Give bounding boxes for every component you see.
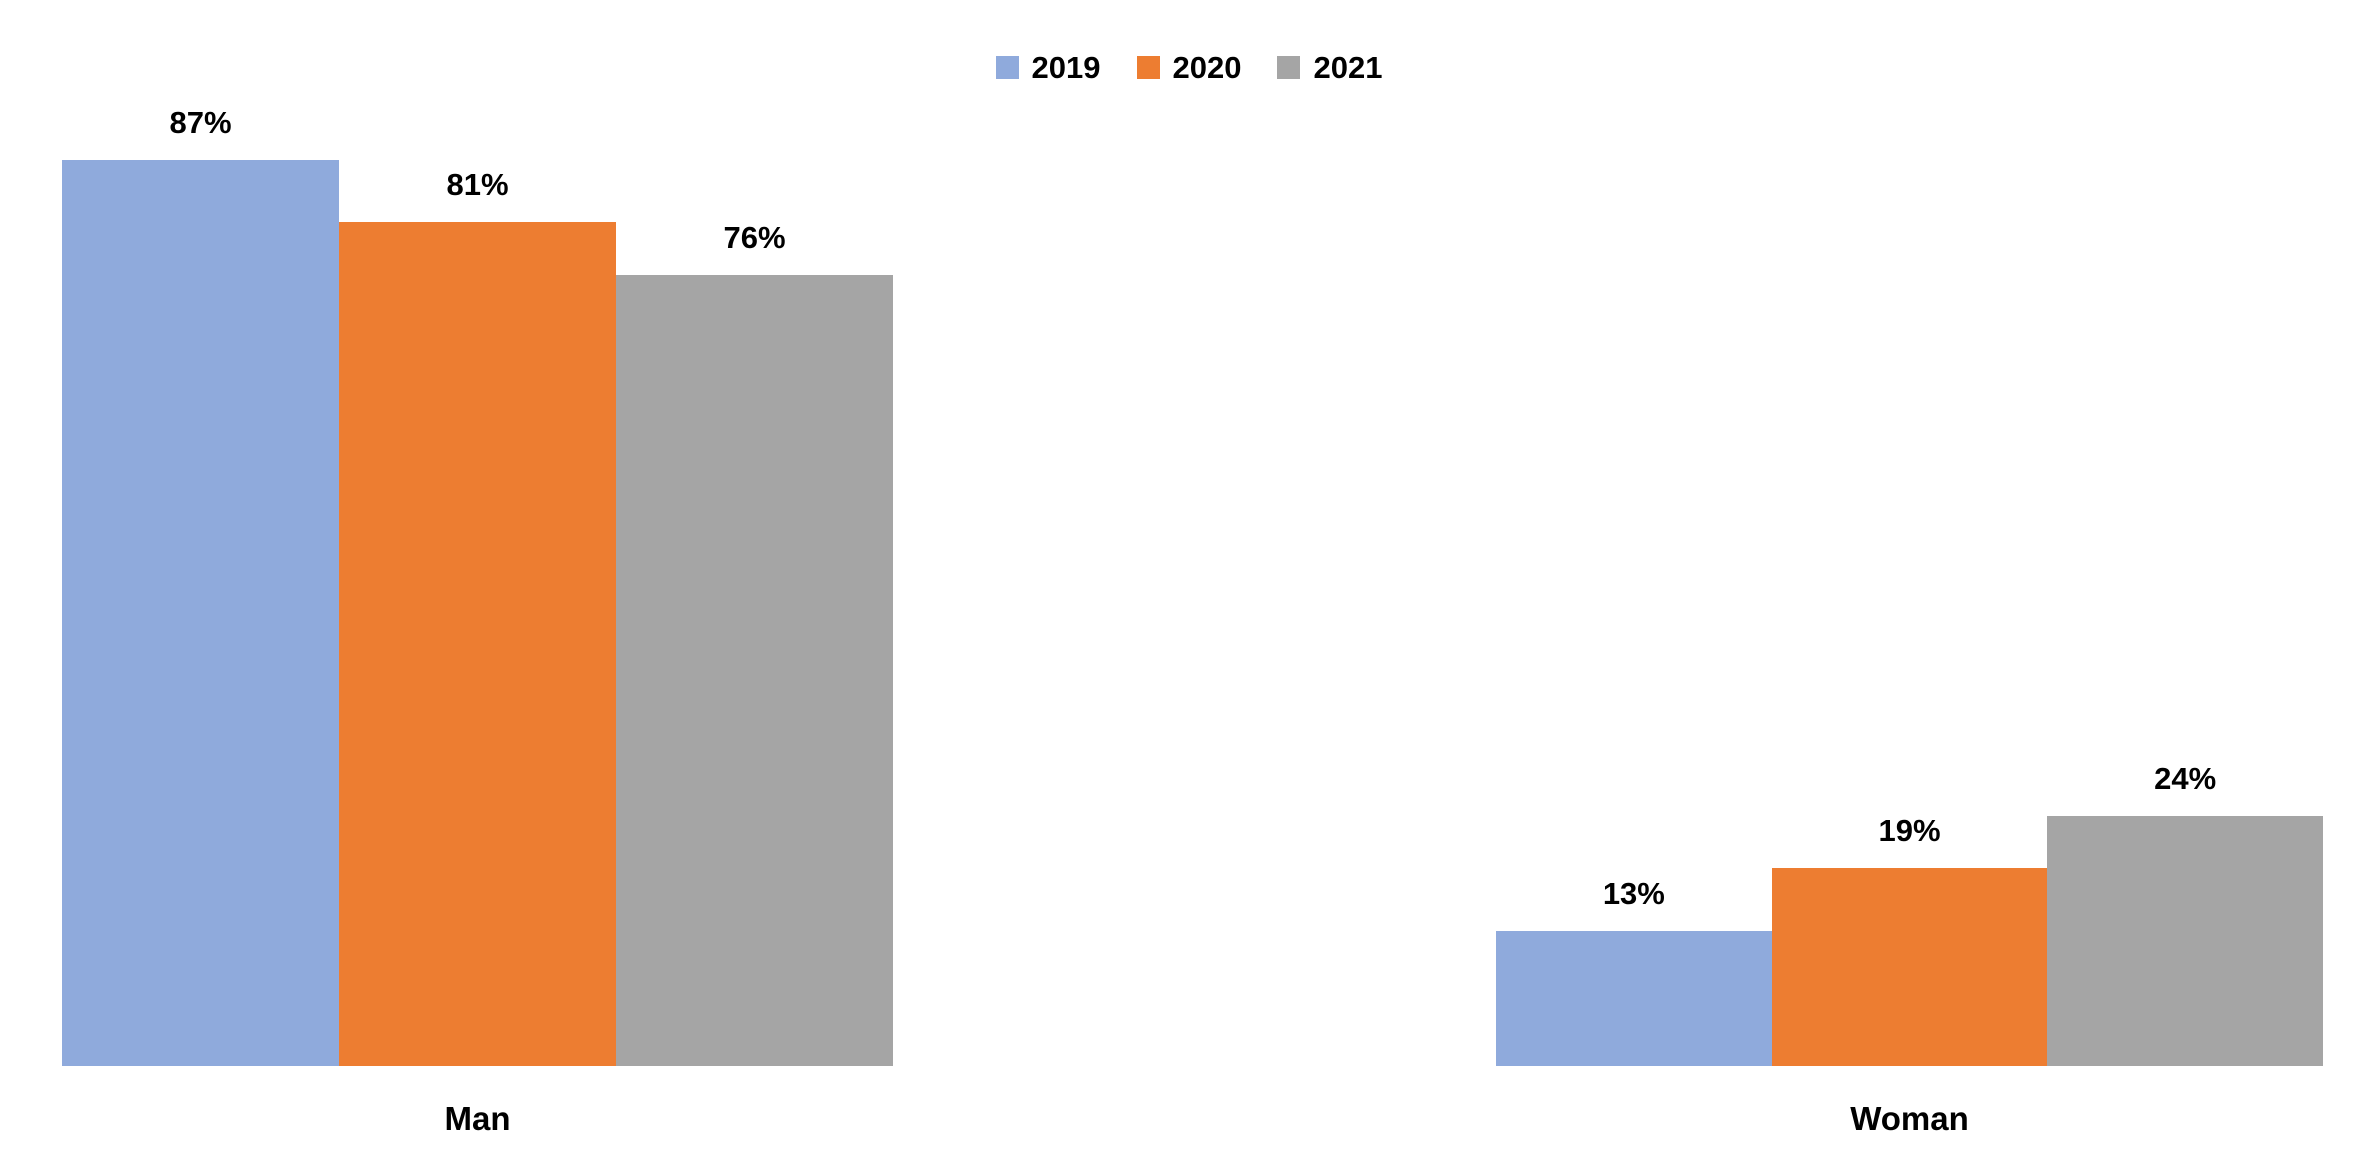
legend-label: 2019 — [1031, 50, 1101, 85]
bar-woman-2021 — [2047, 816, 2324, 1066]
legend-swatch-icon — [995, 56, 1019, 79]
bar-man-2021 — [616, 275, 893, 1066]
legend-label: 2021 — [1313, 50, 1383, 85]
bar-slot-woman-2019: 13% — [1496, 878, 1772, 1066]
legend-label: 2020 — [1172, 50, 1242, 85]
legend-item-2021: 2021 — [1277, 52, 1382, 83]
bar-slot-woman-2020: 19% — [1771, 813, 2048, 1066]
bar-man-2019 — [62, 160, 339, 1066]
data-label-woman-2019: 13% — [1602, 876, 1665, 911]
bar-slot-man-2020: 81% — [339, 169, 616, 1066]
legend-swatch-icon — [1277, 56, 1301, 79]
data-label-man-2021: 76% — [723, 220, 786, 255]
bar-group-woman: 13% 19% 24% — [1496, 761, 2324, 1066]
bar-woman-2019 — [1496, 931, 1772, 1066]
chart-legend: 2019 2020 2021 — [0, 52, 2378, 83]
bar-woman-2020 — [1771, 868, 2048, 1066]
legend-item-2019: 2019 — [995, 50, 1101, 85]
category-label-man: Man — [444, 1100, 511, 1137]
legend-item-2020: 2020 — [1136, 50, 1242, 85]
data-label-woman-2021: 24% — [2154, 761, 2217, 796]
bar-man-2020 — [339, 222, 616, 1066]
data-label-man-2020: 81% — [446, 167, 509, 202]
data-label-woman-2020: 19% — [1878, 813, 1941, 848]
bar-slot-man-2021: 76% — [616, 222, 893, 1066]
bar-group-man: 87% 81% 76% — [62, 107, 893, 1066]
category-label-woman: Woman — [1850, 1100, 1969, 1137]
data-label-man-2019: 87% — [169, 105, 232, 140]
bar-slot-woman-2021: 24% — [2047, 761, 2324, 1066]
bar-slot-man-2019: 87% — [62, 107, 339, 1066]
legend-swatch-icon — [1136, 56, 1160, 79]
